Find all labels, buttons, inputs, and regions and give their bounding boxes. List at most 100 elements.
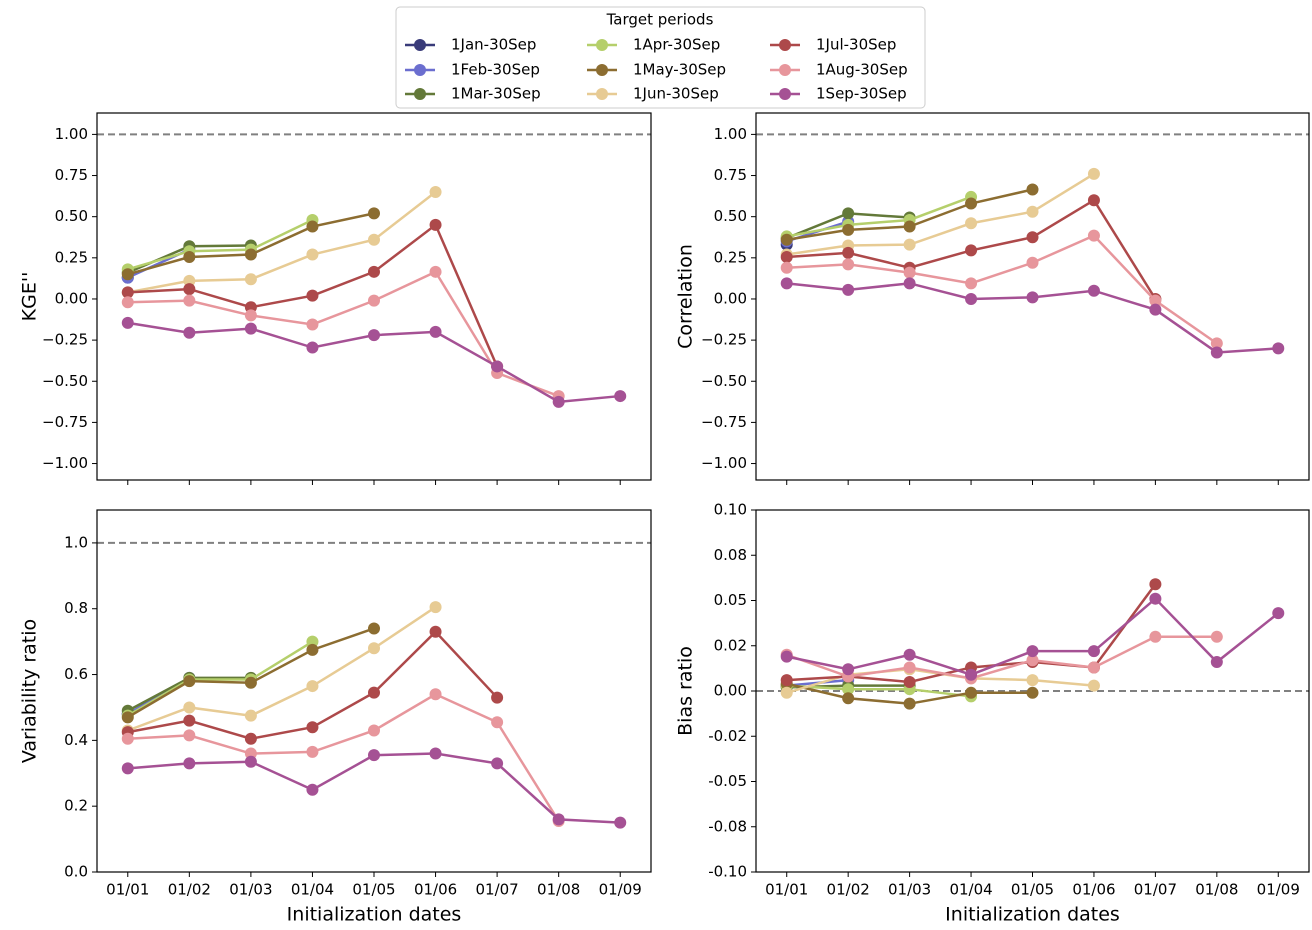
data-point	[614, 390, 627, 403]
y-tick-label: 0.8	[64, 599, 88, 617]
y-tick-label: −0.75	[42, 413, 88, 431]
data-point	[429, 325, 442, 338]
legend-label: 1Jun-30Sep	[633, 85, 719, 103]
series-line	[127, 692, 560, 822]
data-point	[244, 676, 257, 689]
data-point	[780, 686, 793, 699]
y-tick-label: 1.0	[64, 533, 88, 551]
data-point	[842, 663, 855, 676]
data-point	[121, 286, 134, 299]
x-tick-label: 01/09	[599, 881, 642, 899]
data-point	[244, 301, 257, 314]
data-point	[1272, 607, 1285, 620]
x-axis-label: Initialization dates	[945, 904, 1120, 926]
data-point	[244, 248, 257, 261]
data-point	[306, 289, 319, 302]
data-point	[121, 296, 134, 309]
y-tick-label: 0.02	[714, 636, 747, 654]
data-point	[368, 724, 380, 737]
data-point	[306, 680, 319, 693]
legend-marker	[414, 39, 426, 51]
x-tick-label: 01/04	[949, 881, 992, 899]
x-tick-label: 01/05	[1011, 881, 1054, 899]
data-point	[244, 709, 257, 722]
data-point	[1149, 294, 1162, 307]
data-point	[306, 643, 319, 656]
data-point	[1149, 630, 1162, 643]
axes-frame	[755, 112, 1310, 481]
x-tick-label: 01/02	[168, 881, 211, 899]
x-tick-label: 01/04	[291, 881, 334, 899]
x-tick-label: 01/08	[537, 881, 580, 899]
legend-marker	[596, 64, 608, 76]
data-point	[1087, 679, 1100, 692]
data-point	[183, 675, 196, 688]
data-point	[903, 675, 916, 688]
y-tick-label: 0.6	[64, 665, 88, 683]
y-tick-label: -0.05	[708, 772, 747, 790]
x-tick-label: 01/09	[1257, 881, 1300, 899]
axes-frame	[96, 112, 652, 481]
data-point	[780, 251, 793, 264]
data-point	[1026, 183, 1039, 196]
series-line	[127, 606, 437, 732]
data-point	[491, 716, 504, 729]
series-line	[786, 635, 1217, 680]
series-line	[127, 191, 437, 294]
data-point	[965, 217, 978, 230]
data-point	[842, 283, 855, 296]
data-point	[903, 648, 916, 661]
legend-box	[395, 6, 926, 109]
data-point	[1026, 645, 1039, 658]
x-tick-label: 01/08	[1195, 881, 1238, 899]
data-point	[491, 691, 504, 704]
data-point	[1149, 578, 1162, 591]
data-point	[842, 223, 855, 236]
y-axis-label: Correlation	[675, 244, 697, 349]
data-point	[780, 277, 793, 290]
legend-title: Target periods	[606, 11, 714, 29]
data-point	[368, 642, 380, 655]
y-tick-label: 1.00	[714, 125, 747, 143]
legend-marker	[414, 88, 426, 100]
data-point	[1026, 686, 1039, 699]
y-tick-label: 0.0	[64, 863, 88, 881]
data-point	[1272, 342, 1285, 355]
data-point	[429, 218, 442, 231]
y-tick-label: 1.00	[55, 125, 88, 143]
data-point	[183, 714, 196, 727]
data-point	[183, 294, 196, 307]
data-point	[903, 220, 916, 233]
data-point	[429, 265, 442, 278]
x-tick-label: 01/01	[106, 881, 149, 899]
data-point	[965, 686, 978, 699]
data-point	[121, 316, 134, 329]
y-tick-label: −1.00	[701, 454, 747, 472]
legend-label: 1May-30Sep	[633, 61, 726, 79]
data-point	[183, 729, 196, 742]
data-point	[121, 732, 134, 745]
data-point	[429, 747, 442, 760]
legend-label: 1Feb-30Sep	[451, 61, 540, 79]
data-point	[1210, 346, 1223, 359]
legend-label: 1Apr-30Sep	[633, 36, 720, 54]
x-tick-label: 01/01	[765, 881, 808, 899]
data-point	[842, 692, 855, 705]
data-point	[552, 395, 565, 408]
data-point	[306, 248, 319, 261]
data-point	[965, 668, 978, 681]
data-point	[429, 688, 442, 701]
data-point	[368, 749, 380, 762]
data-point	[1087, 229, 1100, 242]
legend-marker	[596, 39, 608, 51]
data-point	[429, 625, 442, 638]
y-tick-label: 0.10	[714, 501, 747, 519]
y-tick-label: 0.00	[55, 289, 88, 307]
data-point	[903, 277, 916, 290]
data-point	[244, 273, 257, 286]
data-point	[903, 697, 916, 710]
legend-label: 1Aug-30Sep	[816, 61, 908, 79]
data-point	[429, 601, 442, 614]
data-point	[121, 762, 134, 775]
data-point	[244, 747, 257, 760]
